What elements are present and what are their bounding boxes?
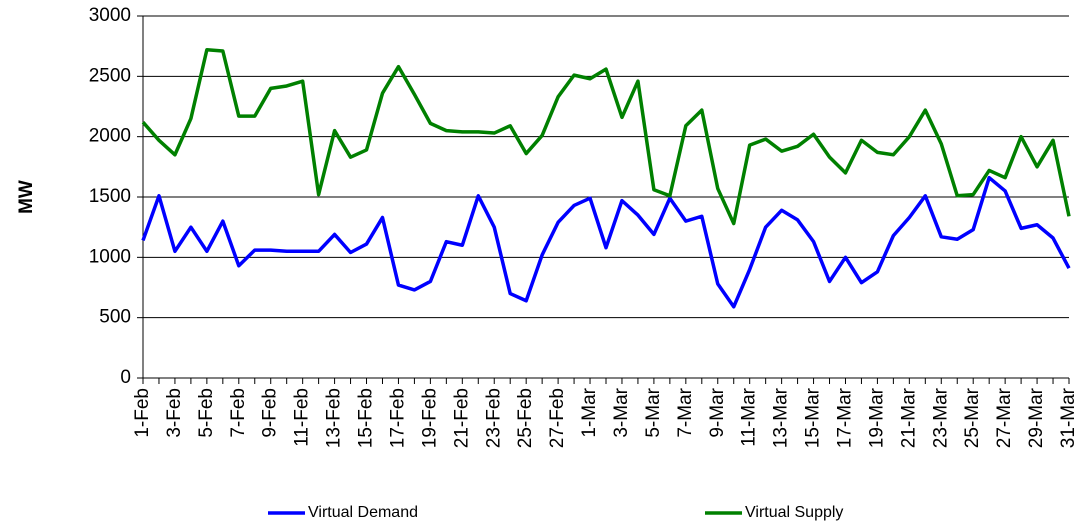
- x-tick-label: 23-Feb: [483, 388, 504, 448]
- x-tick-label: 13-Mar: [771, 387, 792, 448]
- x-tick-label: 27-Feb: [547, 388, 568, 448]
- data-line: [141, 48, 1071, 226]
- x-tick-label: 29-Mar: [1026, 387, 1047, 448]
- x-tick-label: 17-Mar: [834, 387, 855, 448]
- x-tick-label: 25-Feb: [515, 388, 536, 448]
- y-tick-label: 1500: [89, 186, 131, 207]
- legend-label: Virtual Supply: [745, 504, 843, 521]
- legend-label: Virtual Demand: [308, 504, 418, 521]
- y-tick-label: 3000: [89, 5, 131, 26]
- x-tick-label: 3-Mar: [611, 387, 632, 437]
- y-axis-title: MW: [16, 180, 37, 214]
- x-tick-label: 17-Feb: [387, 388, 408, 448]
- x-tick-label: 7-Feb: [228, 388, 249, 438]
- x-tick-label: 11-Mar: [739, 387, 760, 446]
- x-tick-label: 13-Feb: [324, 388, 345, 448]
- x-tick-label: 21-Mar: [898, 387, 919, 448]
- x-tick-label: 23-Mar: [930, 387, 951, 448]
- x-tick-label: 15-Feb: [356, 388, 377, 448]
- x-tick-label: 7-Mar: [675, 387, 696, 437]
- x-tick-label: 5-Mar: [643, 387, 664, 437]
- y-tick-label: 500: [99, 307, 131, 328]
- x-tick-label: 3-Feb: [164, 388, 185, 438]
- y-tick-label: 2000: [89, 126, 131, 147]
- x-tick-label: 19-Feb: [419, 388, 440, 448]
- x-tick-label: 15-Mar: [803, 387, 824, 448]
- data-line: [141, 175, 1071, 309]
- x-tick-label: 1-Feb: [132, 388, 153, 438]
- y-tick-label: 2500: [89, 65, 131, 86]
- x-tick-label: 5-Feb: [196, 388, 217, 438]
- x-tick-label: 27-Mar: [994, 387, 1015, 448]
- x-tick-label: 19-Mar: [866, 387, 887, 448]
- x-tick-label: 9-Mar: [707, 387, 728, 437]
- x-tick-label: 31-Mar: [1058, 387, 1079, 448]
- x-tick-label: 11-Feb: [292, 388, 313, 447]
- y-tick-label: 0: [120, 367, 131, 388]
- y-tick-label: 1000: [89, 246, 131, 267]
- x-tick-label: 1-Mar: [579, 387, 600, 437]
- x-tick-label: 25-Mar: [962, 387, 983, 448]
- x-tick-label: 9-Feb: [260, 388, 281, 438]
- x-tick-label: 21-Feb: [451, 388, 472, 448]
